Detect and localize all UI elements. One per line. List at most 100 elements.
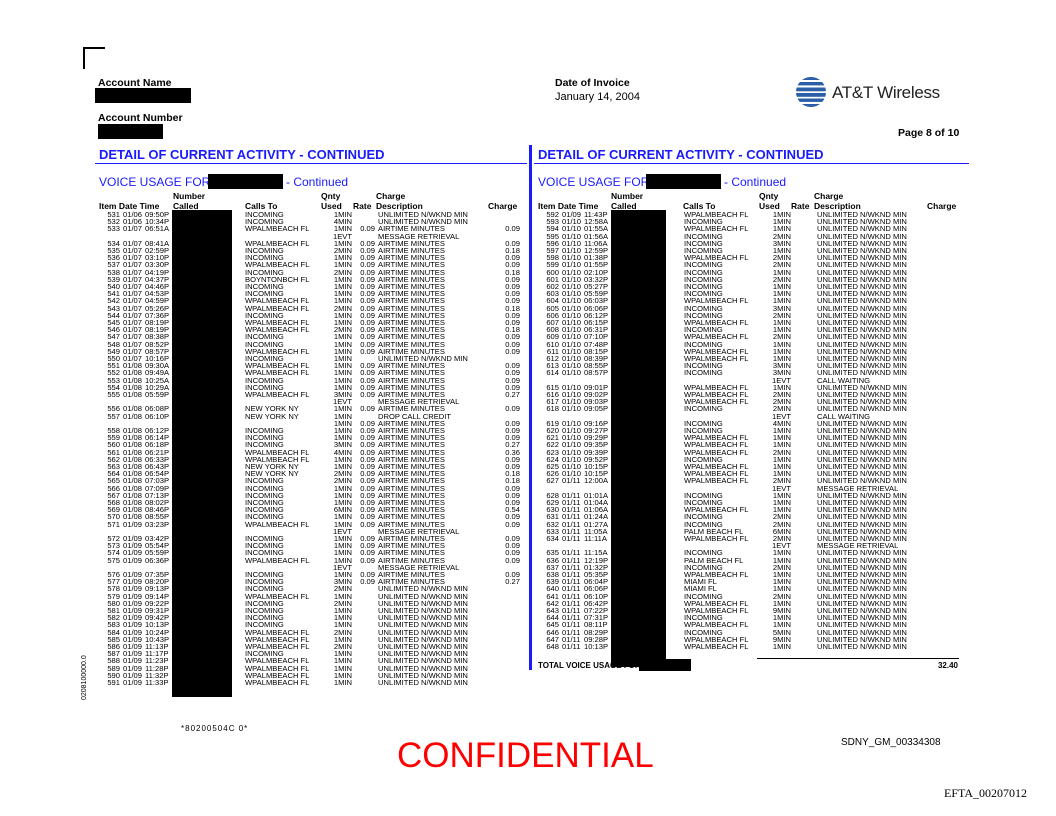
cell-qty: 2MIN — [772, 231, 791, 241]
cell-date: 01/10 — [562, 217, 582, 227]
cell-description: AIRTIME MINUTES — [378, 339, 445, 349]
cell-qty: 1MIN — [772, 613, 791, 623]
cell-item: 636 — [546, 555, 559, 565]
cell-item: 602 — [546, 282, 559, 291]
cell-description: UNLIMITED N/WKND MIN — [817, 555, 907, 565]
cell-rate: 0.09 — [360, 570, 375, 579]
cell-calls-to: WPALMBEACH FL — [245, 318, 310, 327]
cell-qty: 1MIN — [333, 656, 352, 666]
cell-charge: 0.09 — [505, 541, 520, 551]
cell-description: AIRTIME MINUTES — [378, 426, 445, 435]
cell-calls-to: INCOMING — [245, 570, 284, 579]
cell-calls-to: INCOMING — [684, 310, 723, 320]
cell-rate: 0.09 — [360, 555, 375, 565]
cell-date: 01/11 — [562, 642, 581, 651]
cell-description: UNLIMITED N/WKND MIN — [817, 426, 907, 435]
cell-qty: 1MIN — [333, 519, 352, 529]
cell-date: 01/09 — [123, 634, 143, 644]
cell-description: AIRTIME MINUTES — [378, 418, 445, 428]
cell-time: 05:35P — [584, 570, 609, 579]
cell-description: UNLIMITED N/WKND MIN — [817, 613, 907, 623]
cell-qty: 1EVT — [333, 562, 352, 572]
cell-qty: 1EVT — [333, 231, 352, 241]
cell-qty: 2MIN — [333, 303, 352, 313]
cell-date: 01/10 — [562, 231, 582, 241]
cell-date: 01/09 — [123, 613, 143, 623]
cell-description: AIRTIME MINUTES — [378, 289, 445, 299]
cell-qty: 1EVT — [333, 397, 352, 407]
cell-time: 11:17P — [145, 649, 169, 659]
cell-qty: 1MIN — [772, 382, 791, 392]
cell-description: AIRTIME MINUTES — [378, 253, 445, 263]
cell-description: AIRTIME MINUTES — [378, 498, 445, 507]
cell-time: 09:14P — [145, 591, 170, 601]
cell-qty: 1EVT — [333, 526, 352, 536]
cell-description: UNLIMITED N/WKND MIN — [817, 310, 907, 320]
cell-qty: 1MIN — [333, 555, 352, 565]
cell-time: 09:22P — [145, 598, 170, 608]
cell-description: UNLIMITED N/WKND MIN — [817, 476, 907, 486]
cell-time: 10:43P — [145, 634, 170, 644]
cell-qty: 1EVT — [772, 541, 791, 551]
cell-calls-to: INCOMING — [684, 260, 723, 270]
cell-item: 592 — [546, 210, 559, 219]
cell-description: UNLIMITED N/WKND MIN — [378, 663, 468, 673]
cell-date: 01/10 — [562, 426, 582, 435]
cell-calls-to: WPALMBEACH FL — [245, 519, 310, 529]
cell-qty: 1MIN — [333, 382, 352, 392]
cell-item: 640 — [546, 584, 559, 594]
cell-time: 12:00A — [584, 476, 609, 486]
cell-date: 01/11 — [562, 620, 581, 630]
cell-qty: 1MIN — [333, 238, 352, 248]
cell-date: 01/08 — [123, 440, 143, 450]
cell-qty: 1MIN — [333, 354, 352, 363]
cell-calls-to: INCOMING — [245, 512, 284, 522]
cell-calls-to: WPALMBEACH FL — [684, 346, 749, 356]
cell-charge: 0.09 — [505, 339, 520, 349]
cell-time: 05:26P — [145, 303, 170, 313]
cell-description: UNLIMITED N/WKND MIN — [817, 296, 907, 306]
cell-qty: 1MIN — [333, 454, 352, 464]
cell-description: AIRTIME MINUTES — [378, 267, 445, 277]
cell-time: 04:37P — [145, 274, 170, 284]
cell-date: 01/08 — [123, 505, 143, 515]
cell-calls-to: WPALMBEACH FL — [684, 469, 749, 479]
cell-description: UNLIMITED N/WKND MIN — [817, 591, 907, 601]
cell-qty: 2MIN — [772, 591, 791, 601]
cell-time: 11:11A — [584, 534, 607, 543]
cell-rate: 0.09 — [360, 440, 375, 450]
cell-item: 645 — [546, 620, 559, 630]
cell-rate: 0.09 — [360, 418, 375, 428]
cell-qty: 1MIN — [333, 512, 352, 522]
cell-calls-to: INCOMING — [684, 426, 723, 435]
brand-name: AT&T Wireless — [832, 83, 940, 102]
cell-item: 568 — [107, 498, 120, 507]
cell-qty: 2MIN — [772, 562, 791, 572]
cell-time: 08:38P — [145, 332, 170, 342]
cell-charge: 0.18 — [505, 476, 520, 486]
cell-qty: 1MIN — [333, 548, 352, 558]
cell-item: 565 — [107, 476, 120, 486]
cell-rate: 0.09 — [360, 433, 375, 443]
cell-description: UNLIMITED N/WKND MIN — [378, 584, 468, 594]
cell-item: 613 — [546, 361, 559, 371]
cell-time: 05:59P — [584, 289, 609, 299]
cell-calls-to: WPALMBEACH FL — [245, 296, 310, 306]
cell-calls-to: INCOMING — [245, 606, 284, 615]
cell-qty: 3MIN — [333, 440, 352, 450]
cell-charge: 0.36 — [505, 447, 520, 457]
cell-charge: 0.09 — [505, 361, 520, 371]
cell-date: 01/08 — [123, 476, 143, 486]
cell-calls-to: WPALMBEACH FL — [245, 346, 310, 356]
cell-calls-to: INCOMING — [684, 238, 723, 248]
cell-qty: 1MIN — [333, 620, 352, 630]
cell-time: 08:57P — [145, 346, 170, 356]
redacted-numbers-right — [611, 210, 666, 667]
cell-date: 01/08 — [123, 390, 143, 399]
cell-calls-to: WPALMBEACH FL — [245, 627, 310, 637]
cell-date: 01/06 — [123, 210, 143, 219]
cell-time: 04:19P — [145, 267, 170, 277]
cell-time: 07:35P — [145, 570, 170, 579]
cell-date: 01/10 — [562, 382, 582, 392]
cell-item: 588 — [107, 656, 120, 666]
